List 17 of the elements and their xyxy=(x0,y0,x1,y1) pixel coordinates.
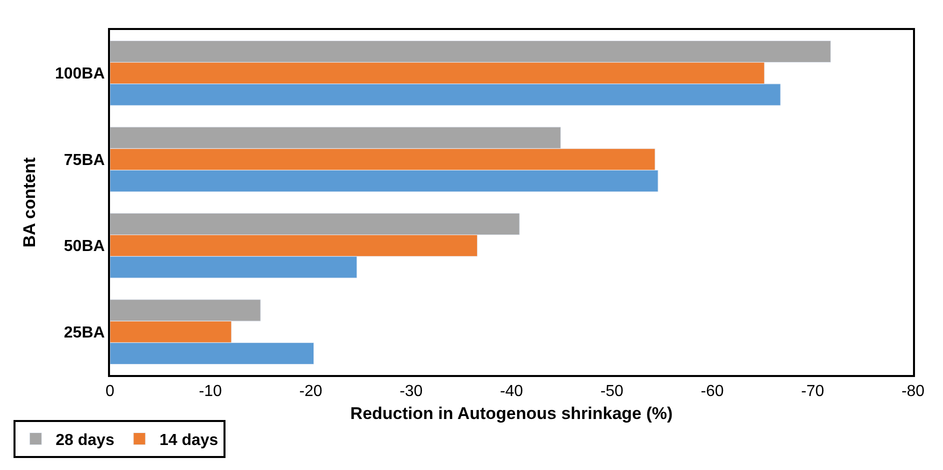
x-tick-label: -60 xyxy=(700,383,724,400)
x-tick-label: -70 xyxy=(801,383,824,400)
x-tick-label: -10 xyxy=(198,383,222,400)
y-tick-label: 100BA xyxy=(54,66,106,83)
y-axis-title: BA content xyxy=(20,157,40,248)
x-tick-label: -80 xyxy=(901,383,925,400)
legend-label: 28 days xyxy=(56,432,114,449)
x-tick-label: -40 xyxy=(500,383,524,400)
x-tick-label: -20 xyxy=(299,383,322,400)
legend-label: 14 days xyxy=(159,432,218,449)
x-tick-label: 0 xyxy=(106,383,115,400)
x-tick-label: -30 xyxy=(400,383,423,400)
x-axis-title: Reduction in Autogenous shrinkage (%) xyxy=(350,404,673,424)
x-tick-label: -50 xyxy=(600,383,624,400)
y-tick-label: 75BA xyxy=(64,152,106,169)
y-tick-label: 25BA xyxy=(64,324,106,342)
y-tick-label: 50BA xyxy=(64,238,106,256)
